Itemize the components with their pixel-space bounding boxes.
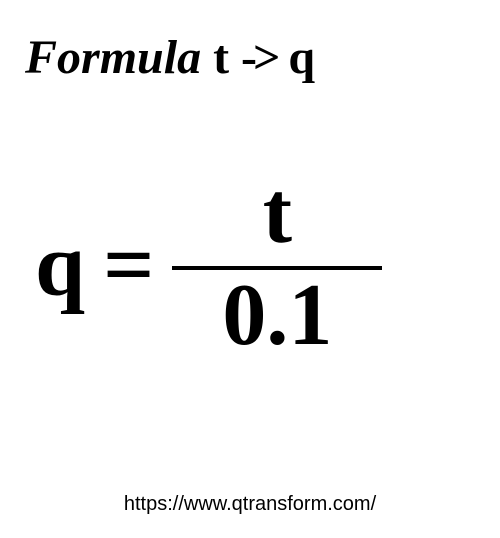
formula-title-row: Formula t -> q <box>25 30 315 85</box>
fraction: t 0.1 <box>172 170 382 360</box>
from-unit: t <box>213 30 229 85</box>
equals-sign: = <box>103 214 154 317</box>
fraction-numerator: t <box>263 170 292 266</box>
arrow-icon: -> <box>241 30 276 85</box>
fraction-denominator: 0.1 <box>222 270 332 360</box>
footer-url: https://www.qtransform.com/ <box>0 493 500 516</box>
to-unit: q <box>288 30 315 85</box>
result-variable: q <box>35 214 85 317</box>
equation-block: q = t 0.1 <box>35 170 382 360</box>
formula-label: Formula <box>25 30 201 85</box>
